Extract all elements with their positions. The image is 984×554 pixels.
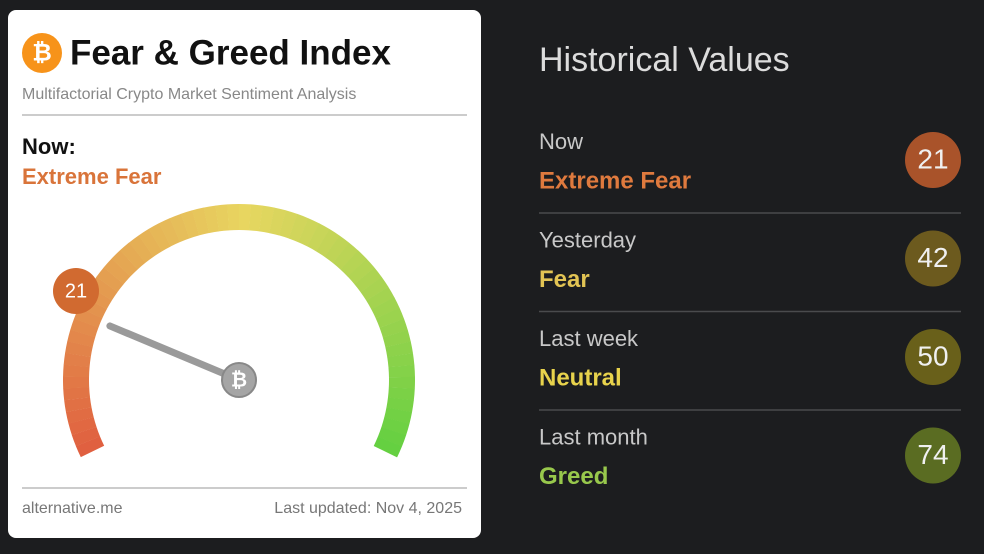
source: alternative.me xyxy=(22,500,123,517)
value-text: 50 xyxy=(917,340,948,371)
now-label: Now: xyxy=(22,134,76,159)
gauge-arc xyxy=(347,258,375,285)
last-updated: Last updated: Nov 4, 2025 xyxy=(274,500,462,517)
gauge-arc xyxy=(324,235,350,264)
gauge-arc xyxy=(71,426,101,447)
gauge-arc xyxy=(387,353,415,368)
gauge-arc xyxy=(379,318,408,338)
logo-icon: ₿ xyxy=(32,39,52,66)
gauge-arc xyxy=(65,341,93,358)
history-list: Now Extreme Fear 21 Yesterday Fear 42 Last wee… xyxy=(539,129,961,490)
value-circle xyxy=(905,230,961,287)
value-circle xyxy=(905,427,961,484)
gauge-arc xyxy=(316,229,340,258)
card xyxy=(8,10,481,538)
gauge-arc xyxy=(64,397,92,413)
gauge-arc xyxy=(375,307,405,328)
gauge-arc xyxy=(63,364,90,378)
gauge-arc xyxy=(89,276,118,301)
widget-subtitle: Multifactorial Crypto Market Sentiment A… xyxy=(22,86,356,103)
gauge-arc xyxy=(192,207,210,236)
value-text: 42 xyxy=(917,242,948,273)
gauge-arc xyxy=(103,258,131,285)
gauge-arc xyxy=(65,407,94,424)
gauge-arc xyxy=(259,205,275,234)
gauge-arc xyxy=(249,204,263,232)
gauge-arc xyxy=(169,213,190,243)
gauge-arc xyxy=(288,213,309,243)
needle xyxy=(106,322,243,384)
gauge-arc xyxy=(371,297,400,319)
gauge-arc xyxy=(388,364,415,378)
period-label: Now xyxy=(539,129,583,154)
hub-icon: ₿ xyxy=(231,369,247,391)
gauge-arc xyxy=(148,223,172,252)
gauge-arc xyxy=(111,250,138,277)
gauge-arc xyxy=(297,218,320,247)
gauge-arc xyxy=(386,397,414,413)
value-badge xyxy=(53,268,99,314)
gauge-arc xyxy=(373,436,403,458)
gauge-arc xyxy=(68,417,97,436)
gauge-arc xyxy=(158,218,181,247)
gauge-arc xyxy=(180,210,200,239)
classification: Fear xyxy=(539,266,590,293)
gauge-arc xyxy=(70,318,99,338)
gauge-arc xyxy=(382,329,411,348)
gauge-arc xyxy=(138,228,163,257)
value-badge-text: 21 xyxy=(65,280,87,302)
gauge-arc xyxy=(67,329,96,348)
gauge-arc xyxy=(384,407,413,424)
gauge-arc xyxy=(63,387,91,401)
gauge-arc xyxy=(332,242,359,270)
gauge-arc xyxy=(129,235,154,263)
gauge-arc xyxy=(307,223,330,252)
gauge-arc xyxy=(75,436,105,458)
gauge-arc xyxy=(278,210,298,239)
gauge-arc xyxy=(381,417,410,436)
gauge-arc xyxy=(215,204,230,232)
period-label: Yesterday xyxy=(539,227,636,252)
gauge-arc xyxy=(63,352,91,368)
logo xyxy=(22,33,62,73)
gauge-arc xyxy=(203,205,220,234)
gauge-arc xyxy=(366,286,395,310)
gauge-arc xyxy=(387,387,415,401)
gauge-arc xyxy=(269,207,287,236)
value-circle xyxy=(905,132,961,188)
classification: Extreme Fear xyxy=(539,167,691,194)
gauge-arc xyxy=(120,242,146,270)
gauge-arc xyxy=(377,426,407,447)
gauge-arc xyxy=(74,307,103,328)
period-label: Last month xyxy=(539,424,648,449)
value-text: 21 xyxy=(917,143,948,174)
gauge: ₿ 21 xyxy=(53,203,415,458)
gauge-arc xyxy=(340,250,367,277)
gauge-arc xyxy=(96,267,124,293)
gauge-arc xyxy=(360,276,389,301)
widget-title: Fear & Greed Index xyxy=(70,33,391,72)
now-class: Extreme Fear xyxy=(22,164,162,189)
historical-title: Historical Values xyxy=(539,41,790,79)
period-label: Last week xyxy=(539,326,639,351)
classification: Greed xyxy=(539,463,608,490)
value-circle xyxy=(905,329,961,385)
gauge-arc xyxy=(354,267,382,293)
gauge-arc xyxy=(385,341,413,358)
needle-hub xyxy=(221,362,257,398)
value-text: 74 xyxy=(917,439,948,470)
classification: Neutral xyxy=(539,364,622,391)
